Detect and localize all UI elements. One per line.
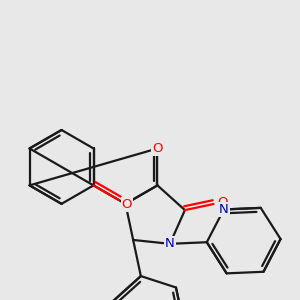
Text: N: N [219,203,229,216]
Text: N: N [165,237,175,250]
Text: O: O [152,142,163,155]
Text: O: O [217,196,228,208]
Text: O: O [122,198,132,211]
